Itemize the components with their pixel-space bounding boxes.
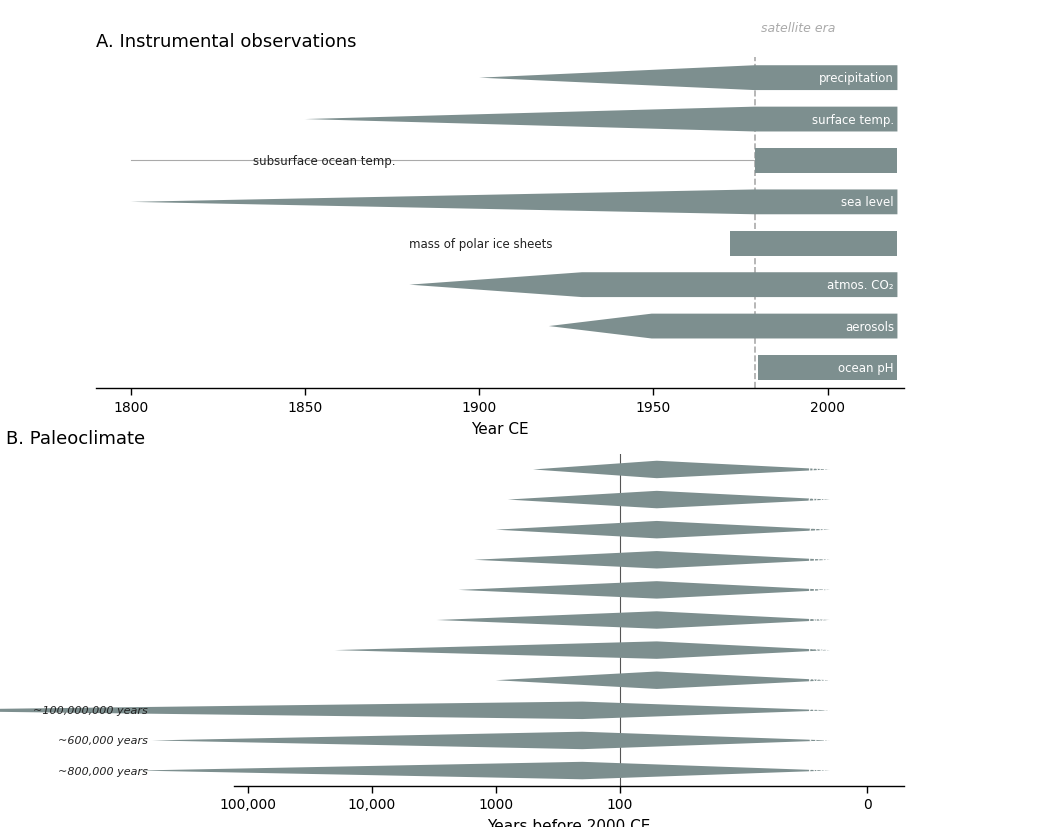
Polygon shape [754, 149, 897, 174]
Text: subsurface ocean temp.: subsurface ocean temp. [252, 155, 395, 168]
Text: tree rings: tree rings [808, 584, 865, 596]
Text: mass of polar ice sheets: mass of polar ice sheets [410, 237, 553, 251]
Text: B. Paleoclimate: B. Paleoclimate [6, 430, 146, 447]
Text: surface temp.: surface temp. [812, 113, 894, 127]
Polygon shape [533, 461, 830, 479]
Polygon shape [479, 66, 897, 91]
Polygon shape [335, 642, 830, 659]
Text: precipitation: precipitation [819, 72, 894, 85]
Polygon shape [410, 273, 897, 298]
Text: ~100,000,000 years: ~100,000,000 years [33, 705, 148, 715]
X-axis label: Year CE: Year CE [471, 422, 529, 437]
Text: ~800,000 years: ~800,000 years [57, 766, 148, 776]
Polygon shape [305, 108, 897, 132]
Text: Indigenous knowledge: Indigenous knowledge [808, 463, 941, 476]
Polygon shape [496, 521, 830, 538]
Text: atmos. CO₂: atmos. CO₂ [828, 279, 894, 292]
Polygon shape [730, 232, 897, 256]
Text: satellite era: satellite era [762, 22, 836, 35]
Text: sea level: sea level [842, 196, 894, 209]
Text: ~600,000 years: ~600,000 years [57, 735, 148, 745]
Polygon shape [152, 732, 830, 749]
Polygon shape [136, 762, 830, 779]
Polygon shape [131, 190, 897, 215]
X-axis label: Years before 2000 CE: Years before 2000 CE [487, 819, 651, 827]
Polygon shape [496, 672, 830, 689]
Text: tropical ice cores: tropical ice cores [808, 553, 909, 566]
Text: stalagmites: stalagmites [808, 734, 878, 747]
Polygon shape [473, 552, 830, 569]
Text: marine sediments: marine sediments [808, 704, 915, 717]
Text: borehole temperatures: borehole temperatures [808, 674, 945, 687]
Text: lake sediments: lake sediments [808, 644, 898, 657]
Polygon shape [508, 491, 830, 509]
Text: aerosols: aerosols [845, 320, 894, 333]
Text: bivalves: bivalves [808, 614, 857, 627]
Text: documentary archives: documentary archives [808, 494, 941, 506]
Text: ocean pH: ocean pH [838, 361, 894, 375]
Polygon shape [436, 611, 830, 629]
Polygon shape [0, 702, 830, 719]
Text: polar ice cores: polar ice cores [808, 764, 895, 777]
Text: corals: corals [808, 523, 844, 537]
Polygon shape [758, 356, 897, 380]
Polygon shape [549, 314, 897, 339]
Text: A. Instrumental observations: A. Instrumental observations [96, 33, 356, 50]
Polygon shape [459, 581, 830, 599]
